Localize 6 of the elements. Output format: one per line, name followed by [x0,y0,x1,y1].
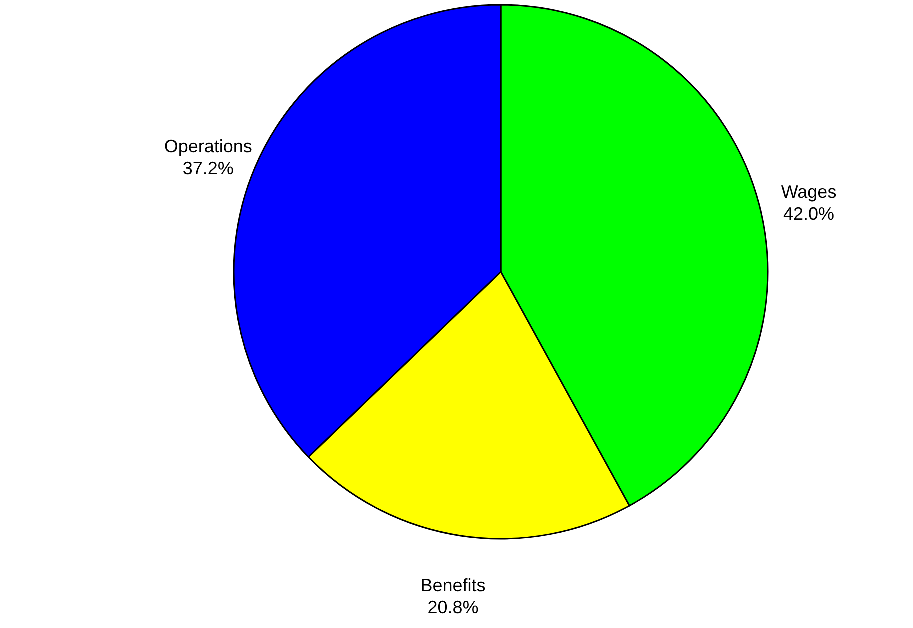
data-label: 20.8% [428,597,479,618]
data-label: 42.0% [783,204,835,224]
slice-label: Benefits [420,575,486,596]
slice-label: Wages [781,182,837,202]
slice-label: Operations [164,136,252,157]
data-label: 37.2% [182,158,234,179]
